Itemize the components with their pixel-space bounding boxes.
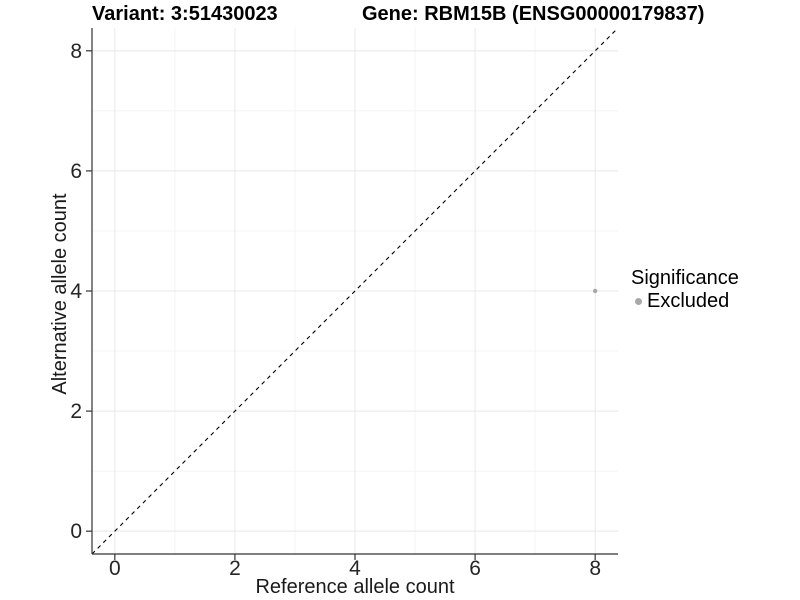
x-tick-label: 6: [469, 557, 481, 580]
y-tick-label: 4: [70, 280, 82, 303]
plot-title-variant: Variant: 3:51430023: [92, 3, 278, 25]
y-tick-label: 8: [70, 40, 82, 63]
x-tick-label: 0: [109, 557, 121, 580]
x-tick-label: 8: [589, 557, 601, 580]
x-tick-label: 4: [349, 557, 361, 580]
y-tick-label: 2: [70, 400, 82, 423]
identity-reference-line: [91, 27, 619, 555]
legend-item-excluded: Excluded: [631, 290, 739, 312]
legend-item-label: Excluded: [647, 290, 730, 312]
legend: Significance Excluded: [631, 266, 739, 312]
x-axis-label: Reference allele count: [255, 576, 455, 598]
data-point: [592, 288, 598, 294]
x-tick-label: 2: [229, 557, 241, 580]
y-axis-label: Alternative allele count: [49, 193, 71, 395]
plot-title-gene: Gene: RBM15B (ENSG00000179837): [362, 3, 705, 25]
y-tick-label: 6: [70, 160, 82, 183]
y-tick-label: 0: [70, 520, 82, 543]
legend-title: Significance: [631, 267, 739, 289]
excluded-point-icon: [635, 297, 642, 305]
